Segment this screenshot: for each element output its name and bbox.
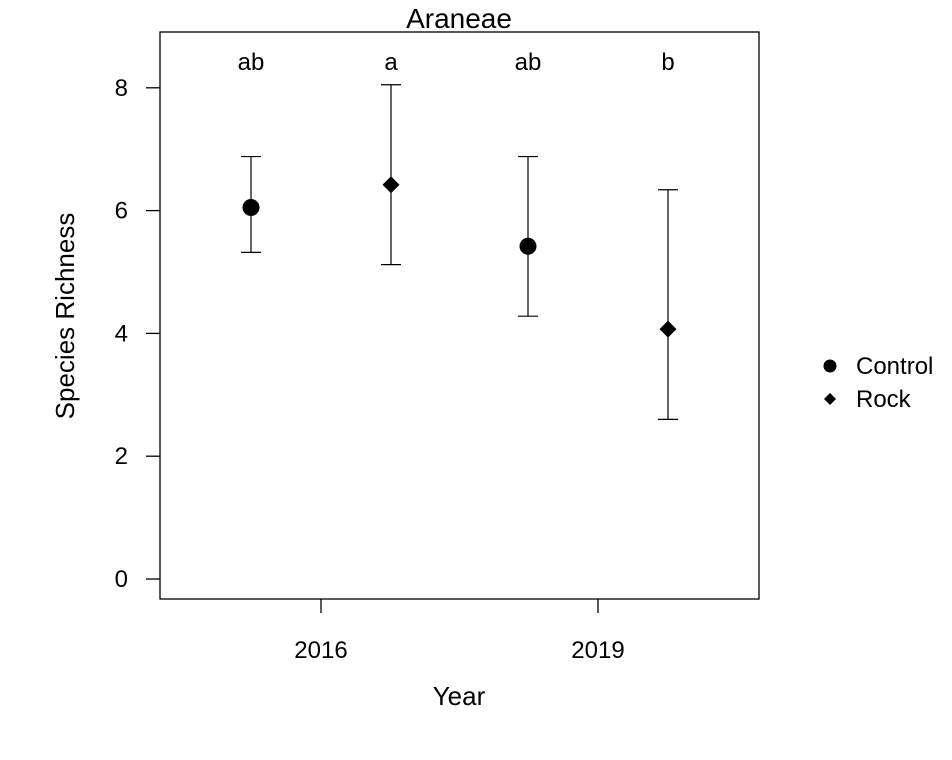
y-tick-label: 4 (115, 320, 128, 347)
significance-letter: ab (238, 49, 265, 76)
x-tick-label: 2016 (294, 637, 347, 664)
legend: Control Rock (823, 353, 933, 413)
data-point-rock (382, 176, 400, 194)
y-axis: 0 2 4 6 8 (115, 75, 160, 593)
y-tick-label: 6 (115, 198, 128, 225)
x-axis-title: Year (433, 681, 486, 711)
data-point-rock (659, 320, 677, 338)
significance-letter: b (661, 49, 674, 76)
x-tick-label: 2019 (571, 637, 624, 664)
y-axis-title: Species Richness (50, 213, 80, 420)
x-axis: 2016 2019 (294, 599, 625, 664)
legend-label-rock: Rock (856, 386, 912, 413)
legend-marker-rock (824, 393, 836, 405)
data-point-control (519, 237, 537, 255)
legend-marker-control (823, 359, 837, 373)
significance-letter: ab (515, 49, 542, 76)
plot-frame (159, 31, 760, 600)
legend-label-control: Control (856, 353, 933, 380)
significance-letter: a (384, 49, 398, 76)
y-tick-label: 2 (115, 443, 128, 470)
data-marks: ab aba b (238, 49, 678, 420)
y-tick-label: 0 (115, 566, 128, 593)
chart-title: Araneae (406, 3, 512, 34)
y-tick-label: 8 (115, 75, 128, 102)
data-point-control (242, 199, 260, 217)
